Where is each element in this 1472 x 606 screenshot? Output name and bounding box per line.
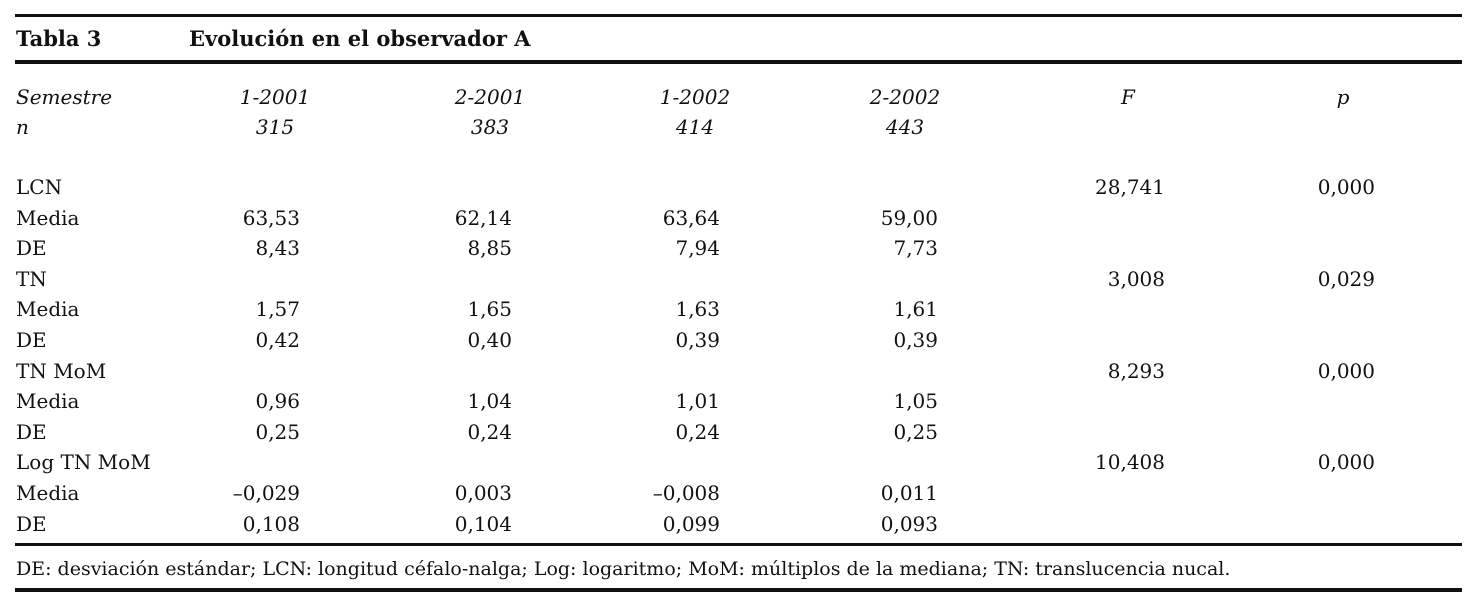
table-cell: 0,093 [880, 512, 938, 536]
table-cell: 0,099 [662, 512, 720, 536]
row-label: Media [16, 206, 80, 230]
row-label: DE [16, 512, 47, 536]
table-cell: 0,108 [242, 512, 300, 536]
table-cell: 0,011 [880, 481, 938, 505]
row-label: Media [16, 389, 80, 413]
row-label: DE [16, 236, 47, 260]
table-cell: –0,008 [652, 481, 720, 505]
table-cell: 0,000 [1317, 359, 1375, 383]
table-cell: 0,25 [255, 420, 300, 444]
header-cell: 1-2002 [659, 85, 731, 109]
header-cell: p [1336, 85, 1350, 109]
header-semestre: Semestre [16, 85, 113, 109]
header-n: n [16, 115, 29, 139]
row-label: LCN [16, 175, 63, 199]
table-cell: 8,293 [1107, 359, 1165, 383]
table-top-rule [15, 14, 1462, 17]
table-cell: 1,01 [675, 389, 720, 413]
table-cell: 1,65 [467, 297, 512, 321]
row-label: Media [16, 481, 80, 505]
table-end-rule [15, 588, 1462, 592]
header-cell: F [1121, 85, 1135, 109]
table-cell: 8,43 [255, 236, 300, 260]
table-cell: –0,029 [232, 481, 300, 505]
table-cell: 0,104 [454, 512, 512, 536]
table-cell: 8,85 [467, 236, 512, 260]
table-cell: 1,57 [255, 297, 300, 321]
header-n-cell: 383 [470, 115, 510, 139]
row-label: TN MoM [16, 359, 107, 383]
table-cell: 7,73 [893, 236, 938, 260]
table-cell: 1,04 [467, 389, 512, 413]
row-label: DE [16, 328, 47, 352]
table-cell: 0,24 [467, 420, 512, 444]
header-cell: 2-2002 [869, 85, 941, 109]
table-cell: 0,39 [893, 328, 938, 352]
table-cell: 1,05 [893, 389, 938, 413]
table-header-rule [15, 60, 1462, 64]
table-cell: 0,000 [1317, 450, 1375, 474]
table-cell: 0,40 [467, 328, 512, 352]
row-label: Media [16, 297, 80, 321]
row-label: DE [16, 420, 47, 444]
table-cell: 0,000 [1317, 175, 1375, 199]
table-cell: 3,008 [1107, 267, 1165, 291]
table-cell: 28,741 [1095, 175, 1165, 199]
table-cell: 62,14 [454, 206, 512, 230]
header-cell: 1-2001 [239, 85, 311, 109]
table-cell: 63,64 [662, 206, 720, 230]
header-n-cell: 414 [675, 115, 715, 139]
table-title: Evolución en el observador A [189, 26, 531, 51]
table-cell: 63,53 [242, 206, 300, 230]
table-cell: 0,42 [255, 328, 300, 352]
table-cell: 0,029 [1317, 267, 1375, 291]
table-cell: 0,003 [454, 481, 512, 505]
table-cell: 0,25 [893, 420, 938, 444]
table-cell: 1,63 [675, 297, 720, 321]
table-label: Tabla 3 [16, 26, 102, 51]
header-n-cell: 443 [885, 115, 925, 139]
table-cell: 59,00 [880, 206, 938, 230]
header-cell: 2-2001 [454, 85, 526, 109]
row-label: Log TN MoM [16, 450, 151, 474]
table-cell: 7,94 [675, 236, 720, 260]
table-cell: 10,408 [1095, 450, 1165, 474]
table-cell: 1,61 [893, 297, 938, 321]
table-bottom-rule [15, 543, 1462, 546]
table-footnote: DE: desviación estándar; LCN: longitud c… [16, 558, 1231, 580]
table-cell: 0,24 [675, 420, 720, 444]
row-label: TN [16, 267, 47, 291]
header-n-cell: 315 [255, 115, 295, 139]
table-cell: 0,96 [255, 389, 300, 413]
table-cell: 0,39 [675, 328, 720, 352]
